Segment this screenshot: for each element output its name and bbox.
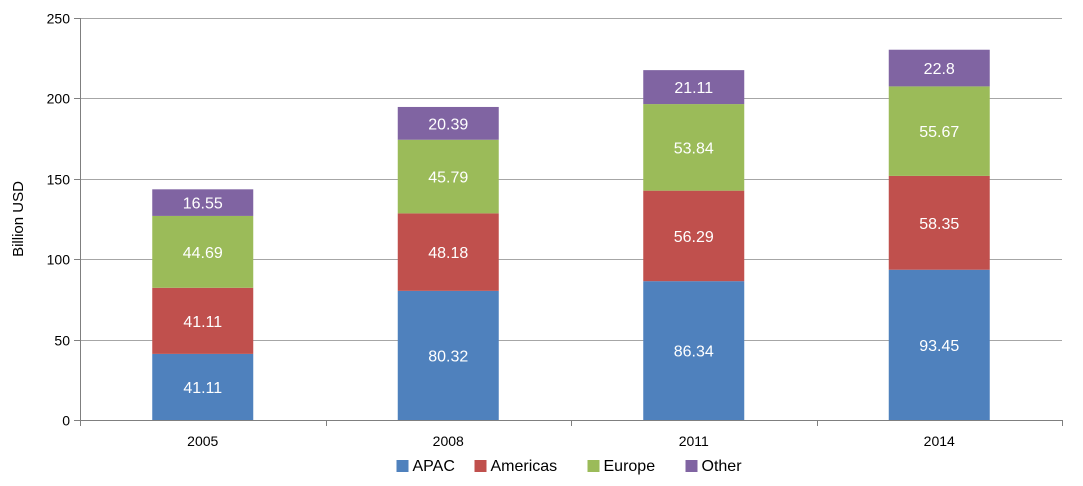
bar-segment-americas-2011: [643, 190, 745, 282]
bars: [152, 49, 990, 420]
legend-swatch: [587, 460, 600, 472]
data-label: 20.39: [428, 116, 468, 133]
x-tick-label: 2005: [187, 433, 218, 449]
legend-swatch: [685, 460, 698, 472]
y-tick-label: 200: [47, 91, 71, 107]
y-axis-title: Billion USD: [10, 181, 27, 257]
bar-segment-americas-2008: [397, 213, 499, 291]
data-label: 58.35: [919, 216, 959, 233]
bar-segment-other-2014: [888, 49, 990, 87]
legend-item-europe: Europe: [587, 458, 656, 475]
legend-label: Europe: [604, 458, 656, 475]
x-tick-label: 2014: [924, 433, 955, 449]
y-tick-label: 50: [54, 333, 70, 349]
legend-label: Americas: [491, 458, 558, 475]
bar-segment-apac-2014: [888, 269, 990, 420]
data-label: 45.79: [428, 170, 468, 187]
legend-swatch: [396, 460, 409, 472]
data-label: 93.45: [919, 338, 959, 355]
y-tick-label: 250: [47, 11, 71, 27]
data-labels: 41.11 41.11 44.69 16.55 80.32 48.18 45.79 20.39…: [183, 61, 960, 397]
bar-segment-other-2008: [397, 106, 499, 140]
bar-segment-europe-2008: [397, 139, 499, 214]
bar-segment-other-2005: [152, 189, 254, 216]
legend-label: Other: [702, 458, 743, 475]
data-label: 44.69: [183, 245, 223, 262]
y-tick-label: 100: [47, 252, 71, 268]
bar-segment-apac-2005: [152, 353, 254, 420]
data-label: 41.11: [183, 380, 222, 397]
bar-segment-apac-2011: [643, 281, 745, 420]
bar-segment-europe-2011: [643, 104, 745, 191]
x-tick-label: 2011: [679, 433, 709, 449]
bar-segment-apac-2008: [397, 290, 499, 420]
bar-segment-europe-2014: [888, 86, 990, 176]
data-label: 22.8: [924, 61, 955, 78]
data-label: 80.32: [428, 348, 468, 365]
data-label: 86.34: [674, 344, 714, 361]
data-label: 48.18: [428, 245, 468, 262]
y-tick-label: 150: [47, 172, 71, 188]
bar-segment-europe-2005: [152, 215, 254, 288]
legend-item-other: Other: [685, 458, 743, 475]
y-tick-label: 0: [62, 413, 70, 429]
data-label: 41.11: [183, 314, 222, 331]
x-tick-label: 2008: [433, 433, 464, 449]
bar-segment-other-2011: [643, 70, 745, 105]
data-label: 55.67: [919, 124, 959, 141]
legend-swatch: [474, 460, 487, 472]
legend: APAC Americas Europe Other: [396, 458, 743, 475]
data-label: 56.29: [674, 229, 714, 246]
legend-item-americas: Americas: [474, 458, 558, 475]
data-label: 53.84: [674, 140, 714, 157]
legend-item-apac: APAC: [396, 458, 455, 475]
bar-segment-americas-2014: [888, 175, 990, 270]
data-label: 21.11: [674, 80, 713, 97]
data-label: 16.55: [183, 196, 223, 213]
bar-segment-americas-2005: [152, 287, 254, 354]
legend-label: APAC: [413, 458, 455, 475]
axes: 0 50 100 150 200 250 Billion USD 2005 2008 2011 20…: [10, 11, 1063, 449]
